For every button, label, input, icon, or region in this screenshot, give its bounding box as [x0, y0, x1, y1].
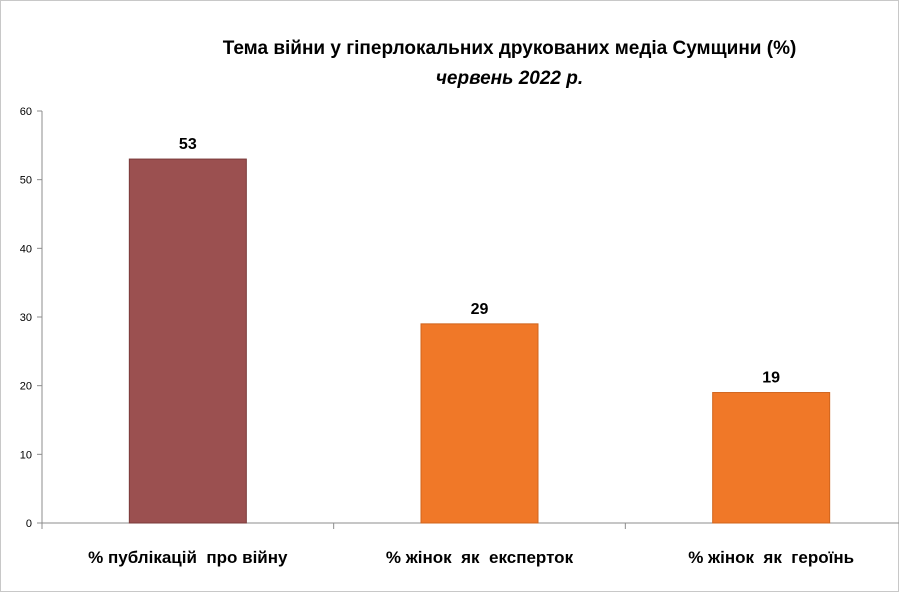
category-label: % публікацій про війну [88, 548, 288, 567]
y-tick-label: 30 [20, 312, 32, 324]
y-tick-label: 0 [26, 518, 32, 530]
y-tick-label: 10 [20, 449, 32, 461]
bar [420, 323, 539, 524]
category-label: % жінок як експерток [386, 548, 574, 567]
data-label: 19 [762, 370, 780, 387]
chart-subtitle: червень 2022 р. [435, 68, 584, 89]
data-label: 53 [179, 136, 197, 153]
bar [128, 158, 247, 524]
category-label: % жінок як героїнь [688, 548, 854, 567]
data-label: 29 [471, 301, 489, 318]
chart-title: Тема війни у гіперлокальних друкованих м… [222, 38, 797, 59]
y-tick-label: 40 [20, 243, 32, 255]
y-tick-label: 60 [20, 106, 32, 118]
bar [712, 392, 831, 524]
y-tick-label: 50 [20, 175, 32, 187]
y-tick-label: 20 [20, 381, 32, 393]
